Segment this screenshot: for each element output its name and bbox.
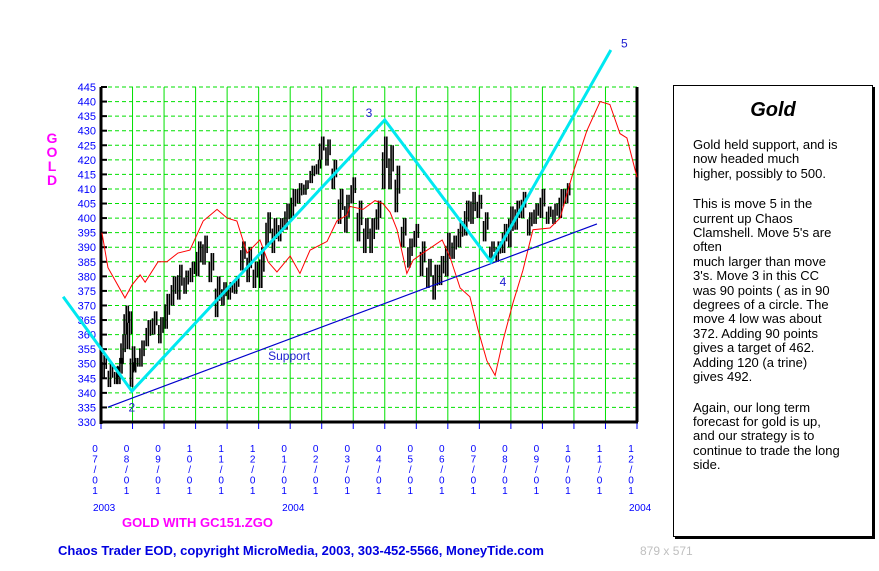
gold-title-letter: G xyxy=(47,130,58,146)
y-tick-label: 430 xyxy=(78,126,96,138)
commentary-line: current up Chaos xyxy=(693,210,793,226)
wave-label-2: 2 xyxy=(129,400,136,414)
y-tick-label: 415 xyxy=(78,169,96,181)
commentary-line: move 4 low was about xyxy=(693,311,822,327)
support-label: Support xyxy=(268,349,311,363)
year-label: 2004 xyxy=(282,503,305,514)
commentary-line: forecast for gold is up, xyxy=(693,413,821,429)
x-tick-label: 0 8/0 1 xyxy=(502,444,508,497)
y-tick-label: 445 xyxy=(78,82,96,94)
y-tick-label: 370 xyxy=(78,300,96,312)
y-tick-label: 360 xyxy=(78,330,96,342)
y-tick-label: 425 xyxy=(78,140,96,152)
y-tick-label: 435 xyxy=(78,111,96,123)
y-tick-label: 350 xyxy=(78,359,96,371)
x-tick-label: 0 9/0 1 xyxy=(534,444,540,497)
wave-label-3: 3 xyxy=(366,106,373,120)
commentary-paragraph: This is move 5 in the current up Chaos Cla… xyxy=(693,196,872,385)
chart-subtitle: GOLD WITH GC151.ZGO xyxy=(122,515,273,530)
y-tick-label: 390 xyxy=(78,242,96,254)
commentary-title: Gold xyxy=(750,99,796,121)
commentary-line: 372. Adding 90 points xyxy=(693,325,819,341)
y-tick-label: 385 xyxy=(78,257,96,269)
commentary-box: Gold Gold held support, and is now headed… xyxy=(673,85,873,537)
x-tick-label: 0 7/0 1 xyxy=(471,444,477,497)
commentary-line: This is move 5 in the xyxy=(693,196,813,212)
x-tick-label: 0 7/0 1 xyxy=(92,444,98,497)
y-tick-label: 400 xyxy=(78,213,96,225)
commentary-line: was 90 points ( as in 90 xyxy=(693,282,830,298)
x-tick-label: 0 3/0 1 xyxy=(344,444,350,497)
chaos-wave-line xyxy=(61,49,613,394)
y-tick-label: 340 xyxy=(78,388,96,400)
y-tick-label: 345 xyxy=(78,373,96,385)
wave-labels: 2 3 4 5 xyxy=(129,36,628,414)
support-line xyxy=(107,223,598,408)
x-tick-label: 0 2/0 1 xyxy=(313,444,319,497)
commentary-line: Adding 120 (a trine) xyxy=(693,354,808,370)
commentary-line: gives 492. xyxy=(693,369,753,385)
commentary-line: continue to trade the long xyxy=(693,442,840,458)
gold-title-letter: D xyxy=(47,172,57,188)
y-tick-label: 355 xyxy=(78,344,96,356)
wave-label-5: 5 xyxy=(621,36,628,50)
commentary-line: and our strategy is to xyxy=(693,428,815,444)
y-tick-label: 330 xyxy=(78,417,96,429)
commentary-line: gives a target of 462. xyxy=(693,340,815,356)
x-tick-label: 1 1/0 1 xyxy=(218,444,224,497)
axes xyxy=(99,86,639,429)
y-tick-label: 335 xyxy=(78,402,96,414)
year-label: 2003 xyxy=(93,503,116,514)
y-tick-label: 395 xyxy=(78,228,96,240)
x-tick-label: 0 1/0 1 xyxy=(281,444,287,497)
x-tick-label: 1 0/0 1 xyxy=(565,444,571,497)
x-tick-label: 0 4/0 1 xyxy=(376,444,382,497)
x-tick-label: 0 6/0 1 xyxy=(439,444,445,497)
y-tick-label: 405 xyxy=(78,199,96,211)
x-tick-label: 1 0/0 1 xyxy=(187,444,193,497)
x-tick-label: 0 9/0 1 xyxy=(155,444,161,497)
y-tick-label: 440 xyxy=(78,97,96,109)
commentary-line: Again, our long term xyxy=(693,399,811,415)
copyright-footer: Chaos Trader EOD, copyright MicroMedia, … xyxy=(58,543,544,558)
y-tick-label: 420 xyxy=(78,155,96,167)
commentary-line: Gold held support, and is xyxy=(693,137,838,152)
year-label: 2004 xyxy=(629,503,652,514)
commentary-line: side. xyxy=(693,457,721,473)
x-tick-label: 1 1/0 1 xyxy=(597,444,603,497)
oscillator-line xyxy=(101,100,638,377)
y-axis-title: GOLD xyxy=(47,130,58,188)
x-tick-label: 0 5/0 1 xyxy=(408,444,414,497)
x-tick-label: 0 8/0 1 xyxy=(124,444,130,497)
y-tick-label: 380 xyxy=(78,271,96,283)
commentary-paragraph: Again, our long term forecast for gold is… xyxy=(693,399,872,473)
y-axis-labels: 445 440 435 430 425 420 415 410 405 400 395 390 385 3… xyxy=(78,82,96,429)
commentary-line: degrees of a circle. The xyxy=(693,297,829,313)
commentary-line: Clamshell. Move 5's are xyxy=(693,225,832,241)
x-axis-labels: 0 7/0 1 0 8/0 1 0 9/0 1 1 0/0 1 1 1/0 1 1 2/0 1 0 1/0 1 0 2/0 1… xyxy=(92,444,651,514)
image-dimensions: 879 x 571 xyxy=(640,544,693,558)
y-tick-label: 375 xyxy=(78,286,96,298)
x-tick-label: 1 2/0 1 xyxy=(250,444,256,497)
commentary-line: 3's. Move 3 in this CC xyxy=(693,268,820,284)
commentary-paragraph: Gold held support, and is now headed much… xyxy=(693,137,872,181)
x-tick-label: 1 2/0 1 xyxy=(628,444,634,497)
commentary-line: often xyxy=(693,239,722,255)
y-tick-label: 410 xyxy=(78,184,96,196)
commentary-line: much larger than move xyxy=(693,253,826,269)
commentary-line: now headed much xyxy=(693,151,800,167)
gold-title-letter: O xyxy=(47,144,58,160)
commentary-line: higher, possibly to 500. xyxy=(693,165,826,181)
gold-title-letter: L xyxy=(48,158,57,174)
wave-label-4: 4 xyxy=(500,275,507,289)
